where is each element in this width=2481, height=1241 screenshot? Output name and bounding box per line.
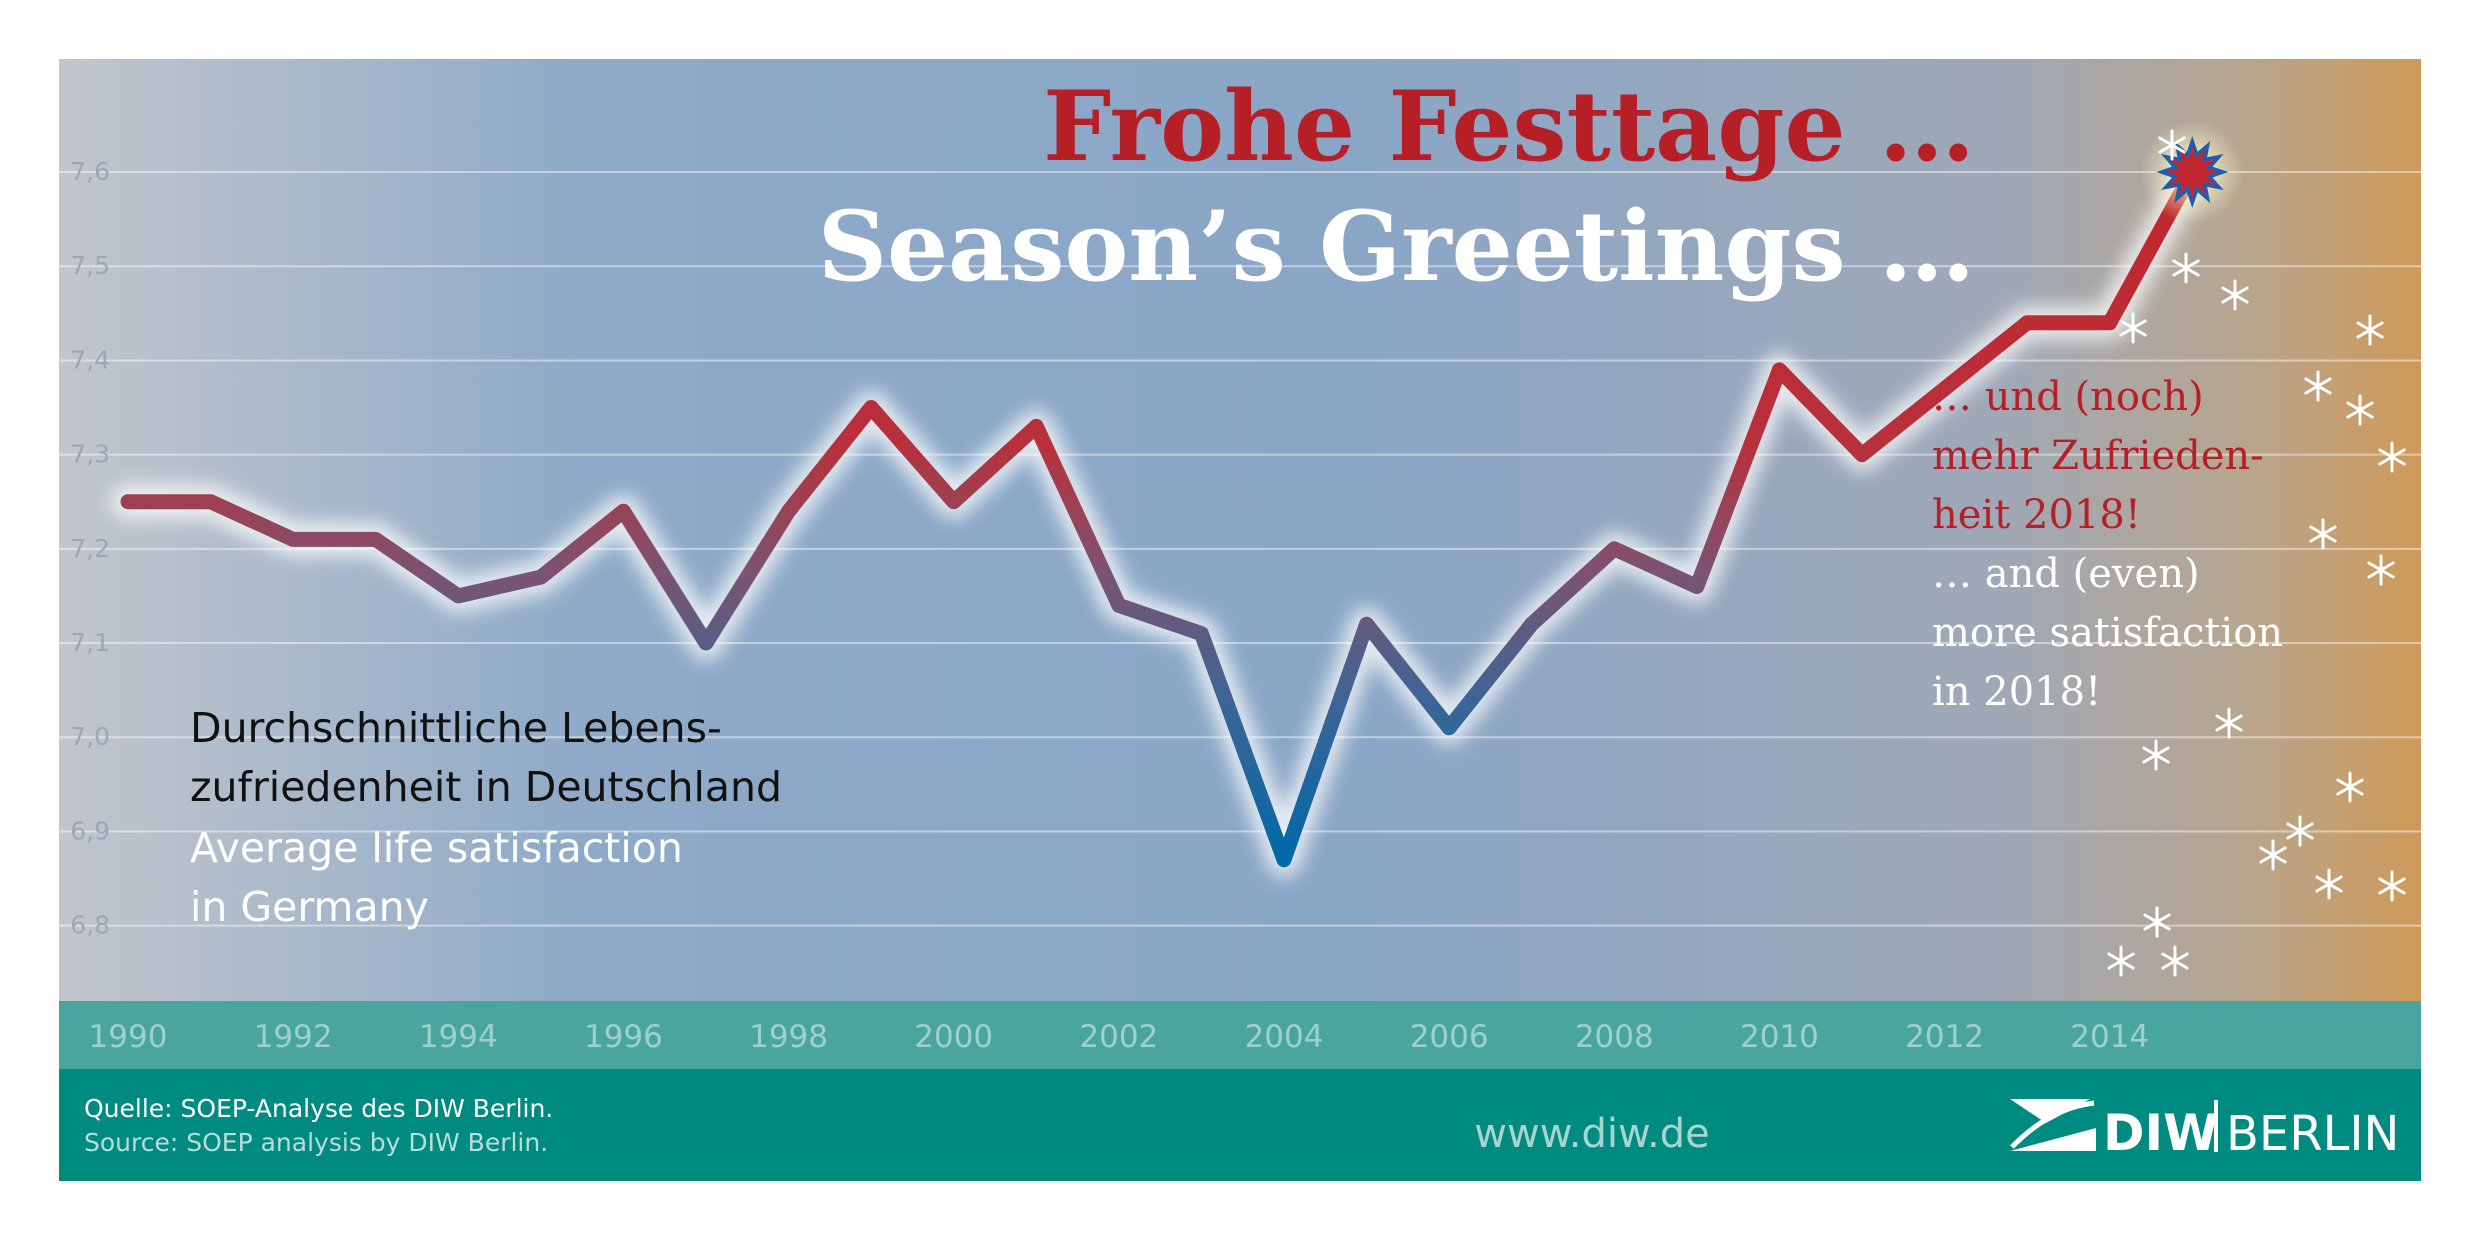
asterisk-snowflake-icon <box>2221 279 2249 311</box>
snowflake-stroke <box>2367 561 2395 579</box>
asterisk-snowflake-icon <box>2356 314 2384 346</box>
logo-text-berlin: BERLIN <box>2226 1106 2399 1162</box>
logo-mark-swoosh <box>2010 1100 2095 1149</box>
asterisk-snowflake-icon <box>2346 394 2374 426</box>
snowflake-stroke <box>2119 319 2147 337</box>
y-tick-label: 6,8 <box>70 911 110 940</box>
logo-text-diw: DIW <box>2103 1104 2218 1162</box>
annotation-en-line: more satisfaction <box>1932 610 2283 656</box>
snowflake-stroke <box>2378 877 2406 895</box>
snowflake-stroke <box>2378 448 2406 466</box>
y-tick-label: 7,0 <box>70 722 110 751</box>
snowflake-stroke <box>2161 952 2189 970</box>
logo-divider <box>2214 1100 2218 1152</box>
y-tick-label: 7,6 <box>70 157 110 186</box>
subtitle-de: Durchschnittliche Lebens-zufriedenheit i… <box>190 704 782 811</box>
annotation-de-line: mehr Zufrieden- <box>1932 433 2264 479</box>
star-burst-icon <box>2140 120 2245 225</box>
asterisk-snowflake-icon <box>2304 370 2332 402</box>
x-tick-label: 1990 <box>89 1019 168 1055</box>
y-tick-label: 7,3 <box>70 440 110 469</box>
snowflake-stroke <box>2172 259 2200 277</box>
asterisk-snowflake-icon <box>2309 518 2337 550</box>
y-tick-label: 7,4 <box>70 345 110 374</box>
asterisk-snowflake-icon <box>2286 815 2314 847</box>
annotation-de-line: … und (noch) <box>1932 374 2204 420</box>
x-tick-labels: 1990 1992 1994 1996 1998 2000 2002 2004 2006 2008… <box>89 1019 2150 1055</box>
snowflake-stroke <box>2304 377 2332 395</box>
y-tick-label: 7,5 <box>70 251 110 280</box>
asterisk-snowflake-icon <box>2367 554 2395 586</box>
footer-url[interactable]: www.diw.de <box>1474 1111 1709 1157</box>
snowflake-stroke <box>2346 401 2374 419</box>
x-tick-label: 2004 <box>1245 1019 1324 1055</box>
subtitle-en-line: in Germany <box>190 883 429 931</box>
x-tick-label: 1994 <box>419 1019 498 1055</box>
asterisk-snowflake-icon <box>2119 312 2147 344</box>
asterisk-snowflake-icon <box>2259 839 2287 871</box>
snowflake-stroke <box>2315 875 2343 893</box>
asterisk-snowflake-icon <box>2158 129 2186 161</box>
plot-background <box>59 59 2421 1001</box>
subtitle-en: Average life satisfaction in Germany <box>190 824 683 931</box>
snowflake-stroke <box>2107 952 2135 970</box>
logo-mark-top <box>2010 1099 2090 1123</box>
asterisk-snowflake-icon <box>2378 870 2406 902</box>
x-tick-label: 1998 <box>749 1019 828 1055</box>
snowflake-stroke <box>2215 714 2243 732</box>
snowflakes <box>2107 129 2406 977</box>
y-tick-label: 6,9 <box>70 816 110 845</box>
asterisk-snowflake-icon <box>2143 906 2171 938</box>
annotation-en-line: in 2018! <box>1932 669 2101 715</box>
x-tick-label: 2008 <box>1575 1019 1654 1055</box>
x-tick-label: 1996 <box>584 1019 663 1055</box>
source-de: Quelle: SOEP-Analyse des DIW Berlin. <box>84 1094 553 1123</box>
headline-en: Season’s Greetings … <box>818 190 1975 303</box>
snowflake-stroke <box>2356 321 2384 339</box>
subtitle-de-line: Durchschnittliche Lebens- <box>190 704 722 752</box>
annotation-de: … und (noch) mehr Zufrieden-heit 2018! <box>1932 374 2264 538</box>
asterisk-snowflake-icon <box>2107 945 2135 977</box>
x-tick-label: 2006 <box>1410 1019 1489 1055</box>
headline-de: Frohe Festtage … <box>1043 70 1975 183</box>
x-tick-label: 2010 <box>1740 1019 1819 1055</box>
snowflake-stroke <box>2286 822 2314 840</box>
subtitle-de-line: zufriedenheit in Deutschland <box>190 763 782 811</box>
x-axis-band <box>59 1001 2421 1069</box>
logo-mark-bottom <box>2010 1128 2096 1151</box>
asterisk-snowflake-icon <box>2215 707 2243 739</box>
snowflake-stroke <box>2142 746 2170 764</box>
y-tick-label: 7,2 <box>70 534 110 563</box>
snowflake-stroke <box>2309 525 2337 543</box>
source-en: Source: SOEP analysis by DIW Berlin. <box>84 1128 548 1157</box>
footer-band <box>59 1069 2421 1181</box>
snowflake-stroke <box>2158 136 2186 154</box>
snowflake-stroke <box>2336 778 2364 796</box>
asterisk-snowflake-icon <box>2161 945 2189 977</box>
x-tick-label: 2012 <box>1905 1019 1984 1055</box>
series-line <box>111 155 2210 877</box>
asterisk-snowflake-icon <box>2142 739 2170 771</box>
series-line-path <box>120 164 2200 868</box>
asterisk-snowflake-icon <box>2315 868 2343 900</box>
annotation-en: … and (even) more satisfaction in 2018! <box>1932 551 2283 715</box>
x-tick-label: 1992 <box>254 1019 333 1055</box>
subtitle-en-line: Average life satisfaction <box>190 824 683 872</box>
star-burst-inner <box>2165 145 2220 199</box>
asterisk-snowflake-icon <box>2378 441 2406 473</box>
snowflake-stroke <box>2259 846 2287 864</box>
x-tick-label: 2000 <box>914 1019 993 1055</box>
snowflake-stroke <box>2221 286 2249 304</box>
x-tick-label: 2014 <box>2070 1019 2149 1055</box>
snowflake-stroke <box>2143 913 2171 931</box>
annotation-de-line: heit 2018! <box>1932 492 2141 538</box>
x-tick-label: 2002 <box>1079 1019 1158 1055</box>
annotation-en-line: … and (even) <box>1932 551 2200 597</box>
asterisk-snowflake-icon <box>2172 252 2200 284</box>
asterisk-snowflake-icon <box>2336 771 2364 803</box>
y-tick-label: 7,1 <box>70 628 110 657</box>
diw-logo: DIW BERLIN <box>2010 1099 2399 1162</box>
y-tick-labels: 6,8 6,9 7,0 7,1 7,2 7,3 7,4 7,5 7,6 <box>70 157 110 940</box>
